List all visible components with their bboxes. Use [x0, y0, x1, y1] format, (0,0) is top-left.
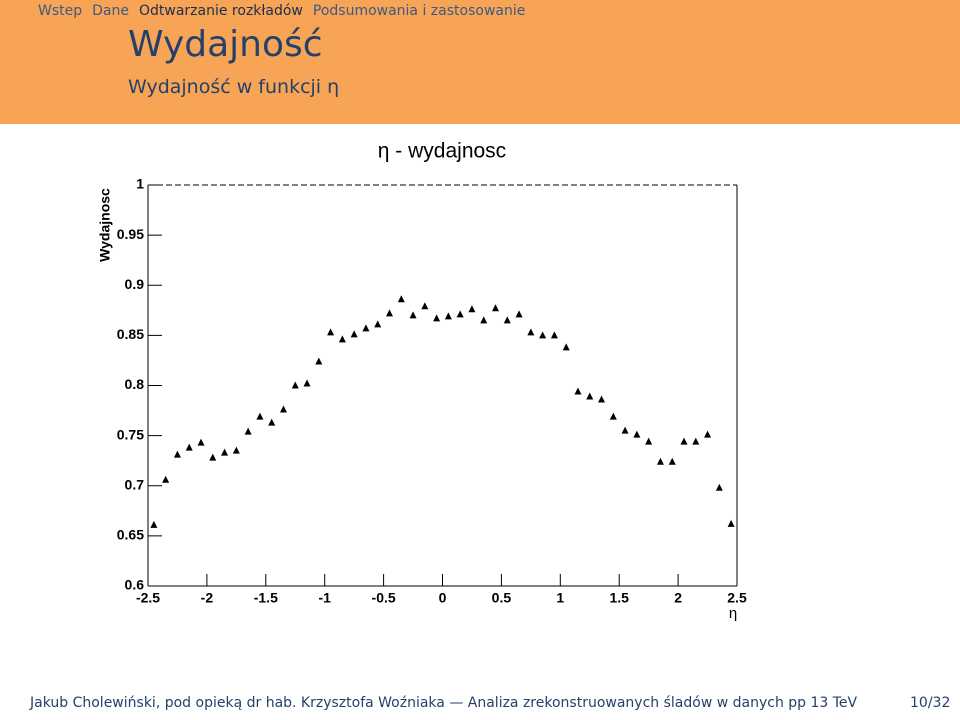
x-tick-label: 1.5 — [609, 590, 629, 606]
chart-title: η - wydajnosc — [378, 140, 506, 163]
marker — [727, 519, 735, 527]
y-tick-label: 0.6 — [125, 577, 145, 593]
marker — [362, 324, 370, 332]
marker — [598, 395, 606, 403]
y-tick-label: 0.9 — [125, 276, 145, 292]
x-tick-label: -1 — [318, 590, 331, 606]
marker — [244, 427, 252, 435]
x-tick-label: -1.5 — [254, 590, 278, 606]
marker — [468, 305, 476, 313]
page-number: 10/32 — [910, 695, 951, 711]
y-tick-label: 0.75 — [117, 426, 144, 442]
marker — [503, 316, 511, 324]
marker — [668, 457, 676, 465]
marker — [291, 381, 299, 389]
marker — [539, 331, 547, 339]
marker — [385, 309, 393, 317]
marker — [315, 357, 323, 365]
marker — [162, 475, 170, 483]
marker — [550, 331, 558, 339]
nav-item[interactable]: Odtwarzanie rozkładów — [139, 3, 303, 19]
y-tick-label: 0.8 — [125, 376, 145, 392]
marker — [704, 430, 712, 438]
slide-title: Wydajność — [128, 24, 323, 65]
nav-item[interactable]: Podsumowania i zastosowanie — [312, 3, 526, 19]
nav-item[interactable]: Wstep — [38, 3, 83, 19]
marker — [692, 437, 700, 445]
y-axis-title: Wydajnosc — [97, 188, 113, 262]
marker — [209, 453, 217, 461]
marker — [609, 412, 617, 420]
marker — [574, 387, 582, 395]
marker — [456, 310, 464, 318]
x-tick-label: 0.5 — [492, 590, 512, 606]
marker — [621, 426, 629, 434]
marker — [433, 314, 441, 322]
marker — [150, 520, 158, 528]
marker — [327, 328, 335, 336]
marker — [268, 418, 276, 426]
marker — [645, 437, 653, 445]
slide-subtitle: Wydajność w funkcji η — [128, 76, 340, 98]
marker — [232, 446, 240, 454]
y-tick-label: 0.7 — [125, 476, 145, 492]
x-tick-label: 1 — [556, 590, 564, 606]
marker — [480, 316, 488, 324]
marker — [338, 335, 346, 343]
chart: η - wydajnosc η Wydajnosc 0.6 0.65 0.7 0.75… — [97, 140, 747, 622]
marker — [256, 412, 264, 420]
marker — [279, 405, 287, 413]
x-tick-label: -2 — [201, 590, 214, 606]
marker — [421, 302, 429, 310]
marker — [656, 457, 664, 465]
nav-item[interactable]: Dane — [92, 3, 129, 19]
marker — [492, 304, 500, 312]
marker — [586, 392, 594, 400]
marker — [515, 310, 523, 318]
nav: Wstep Dane Odtwarzanie rozkładów Podsumowan… — [38, 3, 535, 19]
marker — [197, 438, 205, 446]
marker — [397, 295, 405, 303]
marker — [185, 443, 193, 451]
marker — [633, 430, 641, 438]
footer-text: Jakub Cholewiński, pod opieką dr hab. Kr… — [30, 695, 858, 711]
marker — [173, 450, 181, 458]
x-tick-label: 0 — [439, 590, 447, 606]
marker — [680, 437, 688, 445]
marker — [562, 343, 570, 351]
marker — [527, 328, 535, 336]
marker — [444, 312, 452, 320]
marker — [303, 379, 311, 387]
y-tick-label: 0.95 — [117, 226, 144, 242]
y-tick-label: 0.65 — [117, 527, 144, 543]
x-tick-label: -2.5 — [136, 590, 160, 606]
marker — [350, 330, 358, 338]
marker — [409, 311, 417, 319]
marker — [715, 483, 723, 491]
marker — [221, 448, 229, 456]
y-tick-label: 1 — [136, 176, 144, 192]
y-tick-label: 0.85 — [117, 326, 144, 342]
header: Wstep Dane Odtwarzanie rozkładów Podsumowan… — [0, 0, 960, 124]
x-tick-label: -0.5 — [372, 590, 396, 606]
marker — [374, 320, 382, 328]
x-axis-title: η — [729, 605, 737, 622]
x-tick-label: 2 — [674, 590, 682, 606]
x-tick-label: 2.5 — [727, 590, 747, 606]
